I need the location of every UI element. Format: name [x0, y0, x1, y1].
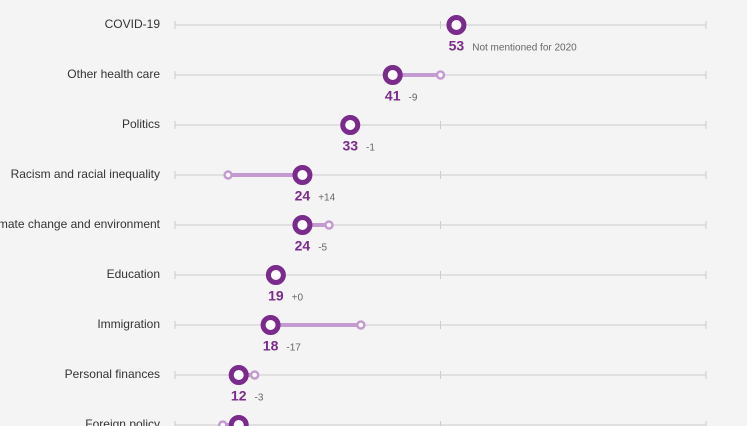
category-label: Climate change and environment — [0, 217, 161, 231]
value-label: 53 — [449, 38, 465, 54]
category-label: Education — [107, 267, 160, 281]
change-label: -5 — [318, 243, 327, 254]
dot-current — [292, 165, 313, 185]
category-label: COVID-19 — [105, 17, 161, 31]
change-label: +14 — [318, 193, 335, 204]
dot-previous — [435, 70, 446, 80]
change-label: -3 — [255, 393, 264, 404]
change-label: +0 — [292, 293, 304, 304]
dot-current — [265, 265, 286, 285]
dot-current — [260, 315, 281, 335]
category-label: Foreign policy — [85, 417, 160, 426]
dot-current — [446, 15, 467, 35]
category-label: Other health care — [67, 67, 160, 81]
dot-previous — [249, 370, 260, 380]
dot-previous — [218, 420, 228, 426]
value-label: 24 — [295, 188, 311, 204]
dot-previous — [223, 170, 233, 180]
value-label: 41 — [385, 88, 401, 104]
dot-previous — [356, 320, 366, 330]
category-label: Politics — [122, 117, 160, 131]
value-label: 33 — [342, 138, 358, 154]
dot-current — [292, 215, 313, 235]
dot-current — [228, 415, 249, 426]
value-label: 24 — [295, 238, 311, 254]
dot-current — [382, 65, 403, 85]
category-label: Racism and racial inequality — [11, 167, 160, 181]
dot-current — [340, 115, 361, 135]
category-label: Personal finances — [65, 367, 160, 381]
change-label: Not mentioned for 2020 — [472, 43, 577, 54]
change-label: -1 — [366, 143, 375, 154]
change-label: -9 — [408, 93, 417, 104]
dot-previous — [324, 220, 334, 230]
change-label: -17 — [286, 343, 301, 354]
dot-current — [228, 365, 249, 385]
value-label: 12 — [231, 388, 247, 404]
value-label: 19 — [268, 288, 284, 304]
value-label: 18 — [263, 338, 279, 354]
category-label: Immigration — [97, 317, 160, 331]
